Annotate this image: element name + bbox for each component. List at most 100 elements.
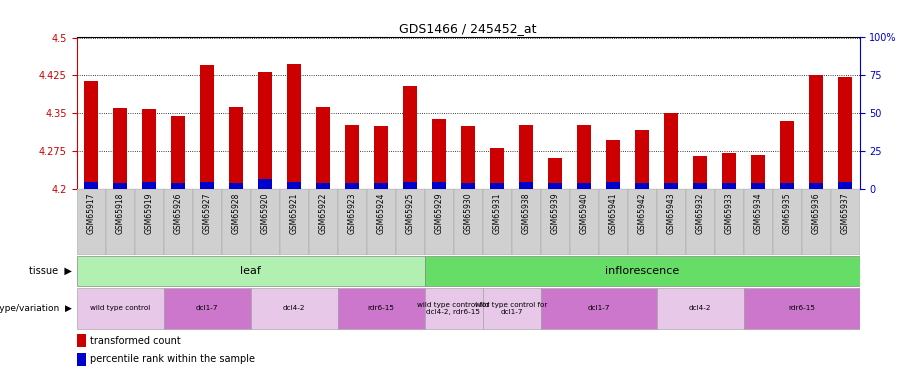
Bar [570,189,599,255]
Text: GSM65937: GSM65937 [841,193,850,234]
Text: GSM65922: GSM65922 [319,193,328,234]
Bar [656,288,743,329]
Bar [317,183,329,189]
Bar [309,189,338,255]
Bar [491,183,503,189]
Text: percentile rank within the sample: percentile rank within the sample [90,354,256,364]
Bar [317,107,329,189]
Title: GDS1466 / 245452_at: GDS1466 / 245452_at [400,22,536,35]
Bar [664,183,678,189]
Bar [831,189,860,255]
Bar [656,189,686,255]
Bar [635,130,649,189]
Bar [694,156,706,189]
Bar [578,183,590,189]
Bar [462,126,474,189]
Text: GSM65920: GSM65920 [260,193,269,234]
Text: rdr6-15: rdr6-15 [788,305,815,311]
Bar [491,148,503,189]
Text: dcl1-7: dcl1-7 [587,305,610,311]
Bar [454,189,482,255]
Bar [839,77,851,189]
Text: GSM65926: GSM65926 [174,193,183,234]
Text: GSM65940: GSM65940 [580,193,589,234]
Bar [802,189,831,255]
Bar [113,108,127,189]
Bar [723,153,735,189]
Text: rdr6-15: rdr6-15 [367,305,394,311]
Bar [743,288,860,329]
Bar [374,183,388,189]
Bar [258,179,272,189]
Bar [519,125,533,189]
Text: GSM65935: GSM65935 [782,193,791,234]
Bar [578,124,590,189]
Bar [395,189,425,255]
Bar [338,189,366,255]
Text: GSM65936: GSM65936 [812,193,821,234]
Text: GSM65923: GSM65923 [347,193,356,234]
Bar [541,288,656,329]
Bar [134,189,164,255]
Bar [172,116,184,189]
Bar [433,118,446,189]
Bar [374,126,388,189]
Text: GSM65930: GSM65930 [464,193,472,234]
Text: dcl4-2: dcl4-2 [688,305,711,311]
Bar [425,288,482,329]
Bar [366,189,395,255]
Bar [346,124,358,189]
Bar [164,189,193,255]
Bar [607,182,619,189]
Text: GSM65932: GSM65932 [696,193,705,234]
Bar [76,189,105,255]
Text: GSM65927: GSM65927 [202,193,211,234]
Bar [201,65,213,189]
Bar [772,189,802,255]
Bar [664,114,678,189]
Text: GSM65918: GSM65918 [115,193,124,234]
Text: GSM65938: GSM65938 [521,193,530,234]
Text: dcl1-7: dcl1-7 [196,305,218,311]
Bar [76,352,86,366]
Bar [433,182,446,189]
Bar [338,288,425,329]
Text: GSM65931: GSM65931 [492,193,501,234]
Text: inflorescence: inflorescence [605,266,680,276]
Text: GSM65941: GSM65941 [608,193,617,234]
Bar [809,75,823,189]
Bar [780,121,794,189]
Bar [403,182,417,189]
Bar [635,183,649,189]
Bar [694,183,706,189]
Bar [839,182,851,189]
Bar [76,288,164,329]
Bar [809,183,823,189]
Bar [482,189,511,255]
Text: GSM65925: GSM65925 [406,193,415,234]
Bar [172,183,184,189]
Bar [250,288,338,329]
Bar [686,189,715,255]
Bar [85,182,97,189]
Bar [346,183,358,189]
Text: GSM65942: GSM65942 [637,193,646,234]
Bar [715,189,743,255]
Bar [541,189,570,255]
Bar [780,183,794,189]
Bar [164,288,250,329]
Bar [142,182,156,189]
Bar [403,86,417,189]
Text: GSM65924: GSM65924 [376,193,385,234]
Text: GSM65919: GSM65919 [145,193,154,234]
Bar [280,189,309,255]
Text: GSM65921: GSM65921 [290,193,299,234]
Bar [230,183,242,189]
Bar [287,182,301,189]
Bar [723,183,735,189]
Bar [462,183,474,189]
Bar [752,183,764,189]
Bar [425,189,454,255]
Text: leaf: leaf [240,266,261,276]
Bar [627,189,656,255]
